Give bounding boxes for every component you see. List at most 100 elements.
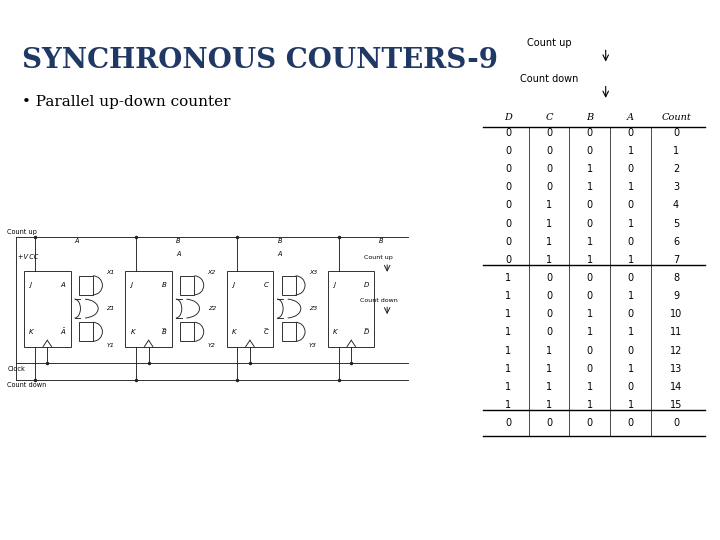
Text: J: J [333,282,336,288]
Text: 1: 1 [628,219,634,228]
Text: D: D [364,282,369,288]
Text: 0: 0 [587,346,593,355]
Text: 1: 1 [505,364,511,374]
Text: 1: 1 [546,237,552,247]
Text: 0: 0 [505,146,511,156]
Text: 103: 103 [669,9,695,22]
Text: 15: 15 [670,400,682,410]
Text: 8: 8 [673,273,679,283]
Text: 9: 9 [673,291,679,301]
Bar [24,271,71,347]
Text: 0: 0 [505,200,511,211]
Text: Count up: Count up [527,38,571,48]
Text: D: D [504,113,512,123]
Text: K: K [29,329,34,335]
Text: • Parallel up-down counter: • Parallel up-down counter [22,95,230,109]
Text: 1: 1 [546,200,552,211]
Text: 1: 1 [587,255,593,265]
Text: 11: 11 [670,327,682,338]
Text: 0: 0 [505,418,511,428]
Text: 10: 10 [670,309,682,319]
Text: 6: 6 [673,237,679,247]
Text: 3: 3 [673,182,679,192]
Text: B: B [586,113,593,123]
Text: 1: 1 [587,400,593,410]
Text: 1: 1 [628,146,634,156]
Text: 1: 1 [587,309,593,319]
Text: 1: 1 [505,346,511,355]
Text: Z3: Z3 [309,306,318,311]
Text: A: A [60,282,66,288]
Text: Y3: Y3 [309,343,317,348]
Text: 1: 1 [546,400,552,410]
Text: 0: 0 [628,382,634,392]
Text: 0: 0 [628,128,634,138]
Text: SYNCHRONOUS COUNTERS-9: SYNCHRONOUS COUNTERS-9 [22,47,498,74]
Text: 0: 0 [505,164,511,174]
Text: A: A [277,251,282,256]
Text: 1: 1 [587,237,593,247]
Text: B: B [176,238,181,244]
Text: A: A [176,251,181,256]
Text: 0: 0 [546,128,552,138]
Text: 0: 0 [546,309,552,319]
Text: 1: 1 [505,382,511,392]
Text: 0: 0 [505,255,511,265]
Text: 1: 1 [587,182,593,192]
Text: Z2: Z2 [208,306,216,311]
Text: 0: 0 [628,273,634,283]
Text: 1: 1 [673,146,679,156]
Text: 1: 1 [546,255,552,265]
Bar [180,276,194,295]
Text: 1: 1 [587,164,593,174]
Text: J: J [29,282,31,288]
Text: 0: 0 [546,182,552,192]
Text: C̅: C̅ [264,329,268,335]
Text: 0: 0 [628,200,634,211]
Text: Z1: Z1 [107,306,114,311]
Bar [79,276,93,295]
Text: 1: 1 [505,327,511,338]
Text: 1: 1 [505,291,511,301]
Text: 1: 1 [628,364,634,374]
Text: 1: 1 [505,273,511,283]
Text: K: K [130,329,135,335]
Text: B̅: B̅ [162,329,167,335]
Text: 0: 0 [546,273,552,283]
Text: C: C [264,282,268,288]
Text: Count: Count [661,113,691,123]
Text: 1: 1 [505,309,511,319]
Text: 0: 0 [505,182,511,192]
Text: 1: 1 [587,382,593,392]
Text: J: J [130,282,132,288]
Text: Count down: Count down [520,75,578,84]
Text: 0: 0 [587,219,593,228]
Text: 0: 0 [587,273,593,283]
Text: 1: 1 [546,364,552,374]
Text: 1: 1 [546,219,552,228]
Text: 0: 0 [505,128,511,138]
Text: 0: 0 [628,237,634,247]
Bar [282,276,295,295]
Text: 1: 1 [628,182,634,192]
Text: 0: 0 [587,200,593,211]
Text: A: A [75,238,79,244]
Text: 0: 0 [673,128,679,138]
Text: 7: 7 [673,255,679,265]
Text: 0: 0 [546,291,552,301]
Text: 0: 0 [628,346,634,355]
Text: 0: 0 [546,164,552,174]
Text: 1: 1 [628,327,634,338]
Text: 0: 0 [587,128,593,138]
Text: 1: 1 [546,382,552,392]
Text: K: K [232,329,236,335]
Text: 12: 12 [670,346,682,355]
Text: A: A [627,113,634,123]
Text: Count down: Count down [7,382,47,388]
Text: Y2: Y2 [208,343,215,348]
Text: 1: 1 [628,400,634,410]
Text: 5: 5 [673,219,679,228]
Text: 0: 0 [673,418,679,428]
Text: 0: 0 [505,237,511,247]
Text: B: B [277,238,282,244]
